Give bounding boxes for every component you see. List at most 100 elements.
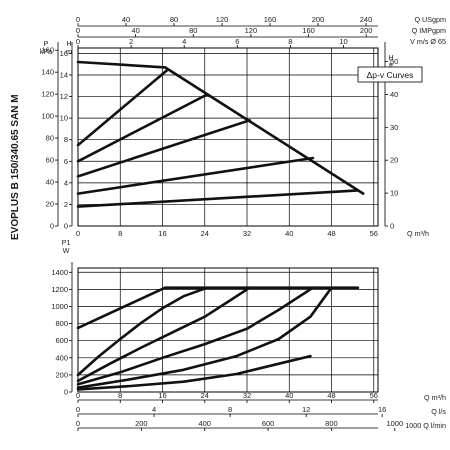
power-tick-label: 0 [64, 388, 68, 397]
power-tick-label: 1400 [51, 268, 68, 277]
legend-box [357, 66, 423, 83]
bottom-flow-tick-label: 1000 [386, 419, 403, 428]
model-label: EVOPLUS B 150/340.65 SAN M [10, 94, 21, 240]
power-axis-label: P1 [62, 238, 71, 247]
top-flow-tick-label: 120 [216, 15, 229, 24]
bottom-flow-axis-label: Q l/s [431, 407, 446, 416]
bottom-flow-tick-label: 48 [327, 391, 335, 400]
h-m-tick-label: 16 [60, 49, 68, 58]
bottom-flow-tick-label: 200 [135, 419, 148, 428]
h-m-tick-label: 12 [60, 92, 68, 101]
h-m-tick-label: 6 [64, 157, 68, 166]
top-flow-tick-label: 240 [360, 15, 373, 24]
kpa-tick-label: 120 [41, 90, 54, 99]
head-curve-2 [76, 68, 170, 147]
top-flow-tick-label: 200 [312, 15, 325, 24]
top-flow-tick-label: 160 [302, 26, 315, 35]
bottom-flow-tick-label: 32 [243, 391, 251, 400]
top-flow-tick-label: 0 [76, 15, 80, 24]
top-flow-tick-label: 160 [264, 15, 277, 24]
h-ft-tick-label: 40 [390, 90, 398, 99]
bottom-flow-axis-label: 1000 Q l/min [405, 421, 446, 430]
top-flow-tick-label: 40 [131, 26, 139, 35]
power-curve-2 [76, 286, 209, 377]
bottom-flow-tick-label: 16 [158, 391, 166, 400]
h-m-tick-label: 8 [64, 135, 68, 144]
plot-frame [77, 267, 379, 393]
power-tick-label: 1000 [51, 302, 68, 311]
top-x-tick-label: 24 [201, 229, 209, 238]
legend-label: Δp-v Curves [367, 70, 414, 80]
top-flow-tick-label: 200 [360, 26, 373, 35]
power-curve-6 [76, 354, 312, 391]
top-x-tick-label: 0 [76, 229, 80, 238]
top-flow-tick-label: 2 [129, 37, 133, 46]
power-tick-label: 400 [55, 353, 68, 362]
bottom-flow-tick-label: 16 [378, 405, 386, 414]
top-flow-tick-label: 6 [235, 37, 239, 46]
top-x-tick-label: 40 [285, 229, 293, 238]
top-flow-tick-label: 8 [288, 37, 292, 46]
top-x-tick-label: 32 [243, 229, 251, 238]
power-tick-label: 800 [55, 319, 68, 328]
bottom-flow-tick-label: 0 [76, 391, 80, 400]
power-axis-unit: W [63, 246, 70, 255]
bottom-flow-tick-label: 0 [76, 405, 80, 414]
bottom-flow-tick-label: 0 [76, 419, 80, 428]
top-flow-tick-label: 40 [122, 15, 130, 24]
h-ft-tick-label: 20 [390, 156, 398, 165]
head-curve-chart: 020406080100120140160PkPa0246810121416Hm… [40, 15, 446, 238]
head-curve-5 [76, 156, 315, 195]
top-x-tick-label: 56 [370, 229, 378, 238]
bottom-flow-axis-label: Q m³/h [424, 393, 446, 402]
h-m-tick-label: 4 [64, 178, 68, 187]
head-curve-3 [76, 93, 209, 163]
h-m-tick-label: 2 [64, 200, 68, 209]
top-x-tick-label: 48 [327, 229, 335, 238]
power-curve-1 [76, 286, 360, 330]
top-x-axis-label: Q m³/h [407, 229, 429, 238]
h-m-tick-label: 14 [60, 70, 68, 79]
kpa-tick-label: 60 [46, 156, 54, 165]
bottom-flow-tick-label: 8 [118, 391, 122, 400]
power-tick-label: 600 [55, 336, 68, 345]
top-flow-tick-label: 120 [245, 26, 258, 35]
kpa-tick-label: 160 [41, 46, 54, 55]
top-x-tick-label: 8 [118, 229, 122, 238]
bottom-flow-tick-label: 8 [228, 405, 232, 414]
power-tick-label: 1200 [51, 285, 68, 294]
h-m-axis-unit: m [66, 47, 72, 56]
bottom-flow-tick-label: 24 [201, 391, 209, 400]
power-curve-4 [76, 286, 315, 386]
h-m-tick-label: 0 [64, 222, 68, 231]
h-m-tick-label: 10 [60, 114, 68, 123]
bottom-flow-tick-label: 4 [152, 405, 156, 414]
model-label-band [0, 0, 28, 450]
kpa-axis-label: P [44, 39, 49, 48]
top-flow-axis-label: Q IMPgpm [412, 26, 446, 35]
bottom-flow-tick-label: 12 [302, 405, 310, 414]
top-flow-tick-label: 0 [76, 26, 80, 35]
h-ft-tick-label: 50 [390, 57, 398, 66]
top-flow-tick-label: 80 [170, 15, 178, 24]
top-x-tick-label: 16 [158, 229, 166, 238]
legend: Δp-v Curves [357, 66, 423, 83]
power-curve-5 [76, 286, 333, 390]
bottom-flow-tick-label: 600 [262, 419, 275, 428]
kpa-axis-unit: kPa [40, 47, 52, 56]
kpa-tick-label: 40 [46, 178, 54, 187]
head-curve-6 [76, 189, 360, 208]
h-ft-tick-label: 10 [390, 189, 398, 198]
h-ft-tick-label: 0 [390, 222, 394, 231]
kpa-tick-label: 0 [50, 222, 54, 231]
top-flow-axis-label: Q USgpm [414, 15, 446, 24]
bottom-flow-tick-label: 56 [370, 391, 378, 400]
bottom-flow-tick-label: 800 [325, 419, 338, 428]
bottom-flow-tick-label: 40 [285, 391, 293, 400]
h-ft-axis-unit: ft [389, 61, 393, 70]
head-curve-1 [76, 60, 365, 195]
head-curve-4 [76, 119, 251, 178]
